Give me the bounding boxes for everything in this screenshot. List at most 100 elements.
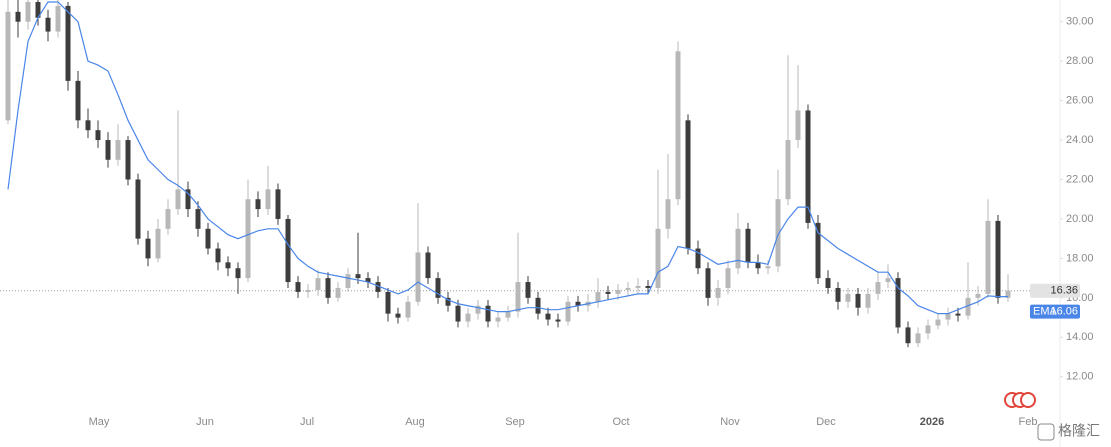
candle-body [775,199,781,267]
candle-body [95,130,101,141]
ema-box [1030,304,1080,319]
y-tick-label: 22.00 [1066,173,1094,185]
candle-body [605,291,611,294]
candle-body [665,199,671,229]
candle-body [45,17,51,32]
candle-body [295,282,301,292]
candle-body [315,278,321,290]
candle-body [135,179,141,239]
candle-body [545,313,551,320]
candle-body [565,301,571,322]
candle-body [575,301,581,306]
candle-body [505,311,511,318]
candle-body [215,248,221,263]
candle-body [975,293,981,298]
x-tick-label: Sep [505,416,525,428]
candle-body [755,262,761,269]
flag-icons [1004,392,1036,408]
candle-body [65,5,71,81]
candle-body [685,120,691,249]
candle-body [835,287,841,302]
candle-body [15,11,21,22]
candle-body [795,110,801,141]
candle-body [525,282,531,298]
candle-body [965,297,971,316]
candle-body [395,313,401,318]
candle-body [305,289,311,292]
candle-body [75,80,81,121]
candle-body [675,51,681,200]
candle-body [985,220,991,294]
candle-body [225,262,231,269]
candle-body [105,140,111,160]
candle-body [185,189,191,210]
x-tick-label: Jul [300,416,314,428]
candle-body [615,289,621,294]
candle-body [555,319,561,322]
candle-body [885,278,891,283]
x-tick-label: May [89,416,110,428]
candle-body [25,1,31,22]
candle-body [385,291,391,314]
ema-name: EMA [1033,306,1058,318]
candle-body [325,278,331,298]
candle-body [825,278,831,288]
candle-body [765,266,771,269]
candle-body [155,228,161,259]
x-tick-label: Jun [196,416,214,428]
candle-body [355,274,361,279]
candle-body [785,140,791,200]
candle-body [745,228,751,263]
candle-body [845,293,851,302]
candle-body [715,287,721,298]
candle-body [725,268,731,288]
candle-body [925,325,931,334]
candle-body [595,291,601,302]
x-tick-label: Aug [405,416,425,428]
y-tick-label: 26.00 [1066,95,1094,107]
candle-body [35,1,41,18]
candle-body [945,313,951,320]
last-price-box [1030,283,1080,298]
candle-body [145,238,151,259]
candle-body [485,305,491,322]
candle-body [515,282,521,312]
candle-body [255,199,261,210]
x-tick-label: Feb [1019,416,1038,428]
y-tick-label: 30.00 [1066,16,1094,28]
candle-body [465,313,471,322]
candle-body [995,220,1001,298]
candle-body [375,282,381,292]
candle-body [735,228,741,269]
candle-body [815,222,821,279]
y-tick-label: 28.00 [1066,55,1094,67]
ema-value: 16.06 [1050,306,1078,318]
y-tick-label: 18.00 [1066,252,1094,264]
candle-body [625,287,631,290]
candle-body [165,209,171,229]
candle-body [345,274,351,288]
candle-body [275,189,281,219]
candle-body [635,286,641,288]
candle-body [495,317,501,322]
candle-body [895,278,901,328]
candle-body [875,282,881,294]
candle-body [425,252,431,279]
candle-body [5,11,11,121]
candle-body [115,140,121,160]
candle-body [85,120,91,131]
candle-body [695,248,701,269]
candle-body [285,218,291,283]
candle-body [535,297,541,314]
candle-body [335,287,341,298]
candle-body [445,297,451,306]
candle-body [235,268,241,279]
candle-body [955,313,961,316]
candle-body [415,252,421,302]
candle-body [125,140,131,180]
watermark: 格隆汇 [1058,423,1100,439]
last-price-label: 16.36 [1050,285,1078,297]
candle-body [405,301,411,318]
candle-body [655,228,661,288]
